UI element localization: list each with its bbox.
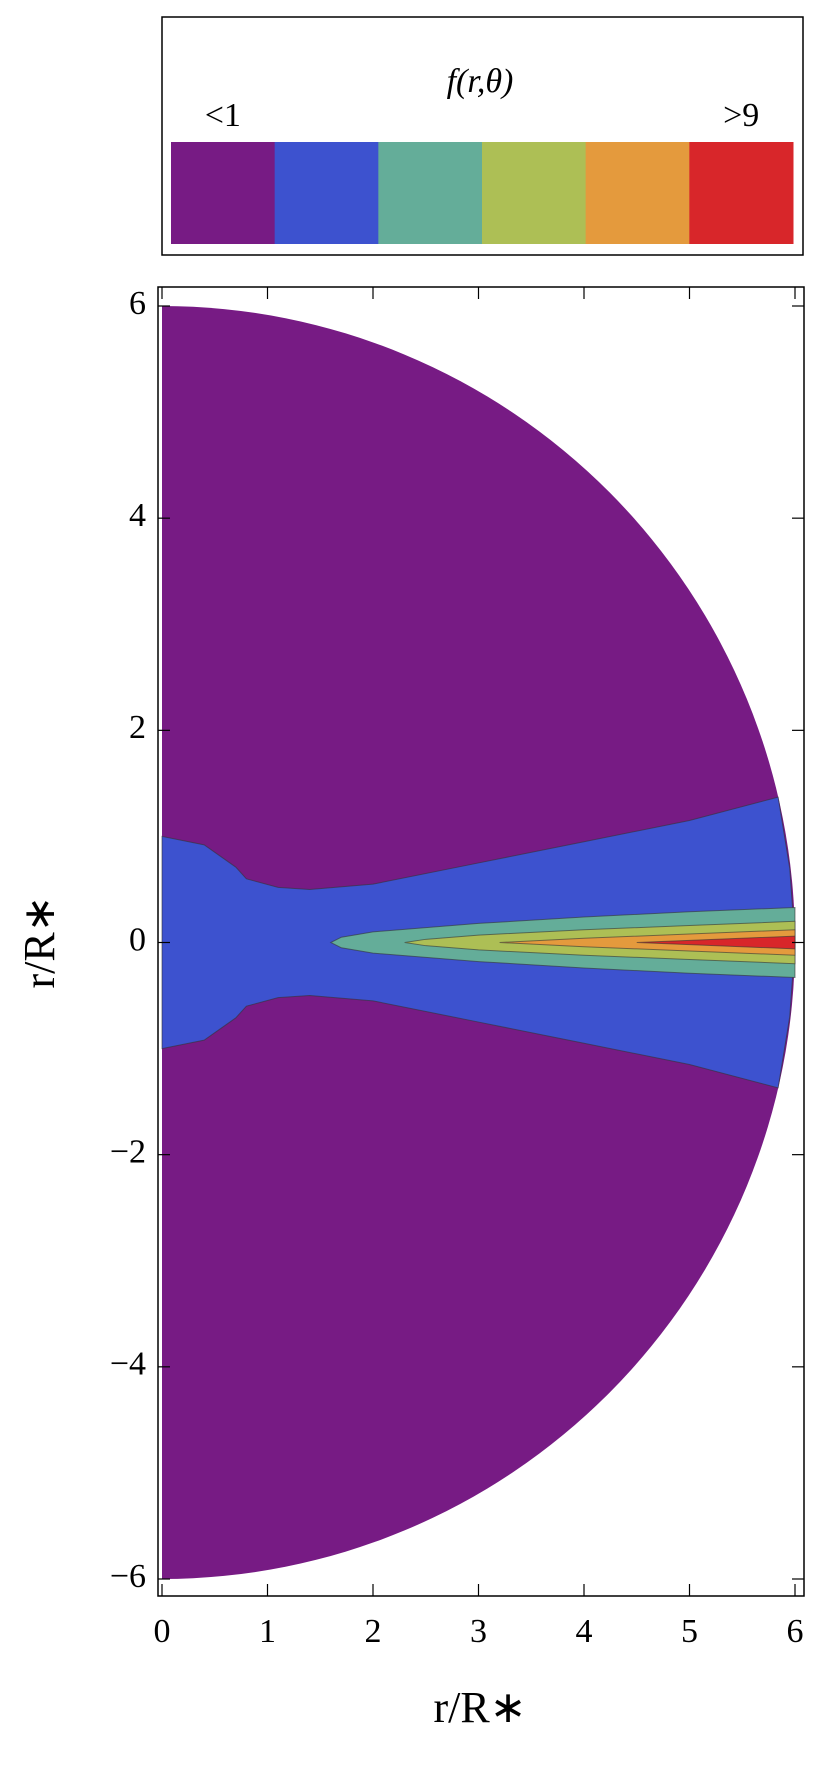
- x-tick-label: 1: [259, 1613, 276, 1650]
- legend-swatch: [171, 142, 276, 244]
- y-tick-label: −4: [110, 1346, 146, 1383]
- legend-label: >9: [723, 97, 759, 134]
- legend-swatch: [585, 142, 690, 244]
- y-axis-label: r/R∗: [15, 895, 64, 988]
- y-tick-label: 0: [129, 921, 146, 958]
- y-tick-label: −6: [110, 1558, 146, 1595]
- x-tick-label: 0: [154, 1613, 171, 1650]
- x-tick-label: 6: [787, 1613, 804, 1650]
- x-tick-label: 3: [470, 1613, 487, 1650]
- legend-title: f(r,θ): [447, 63, 514, 100]
- y-tick-label: 2: [129, 709, 146, 746]
- legend-swatch: [689, 142, 794, 244]
- legend-swatch: [378, 142, 483, 244]
- x-tick-label: 4: [576, 1613, 593, 1650]
- y-tick-label: −2: [110, 1133, 146, 1170]
- y-tick-label: 4: [129, 497, 146, 534]
- legend-swatch: [274, 142, 379, 244]
- legend-box: [161, 16, 804, 256]
- plot-frame: [157, 286, 805, 1597]
- y-tick-label: 6: [129, 285, 146, 322]
- legend-swatch: [482, 142, 587, 244]
- x-tick-label: 2: [365, 1613, 382, 1650]
- legend-label: <1: [205, 97, 241, 134]
- x-axis-label: r/R∗: [433, 1683, 526, 1732]
- x-tick-label: 5: [681, 1613, 698, 1650]
